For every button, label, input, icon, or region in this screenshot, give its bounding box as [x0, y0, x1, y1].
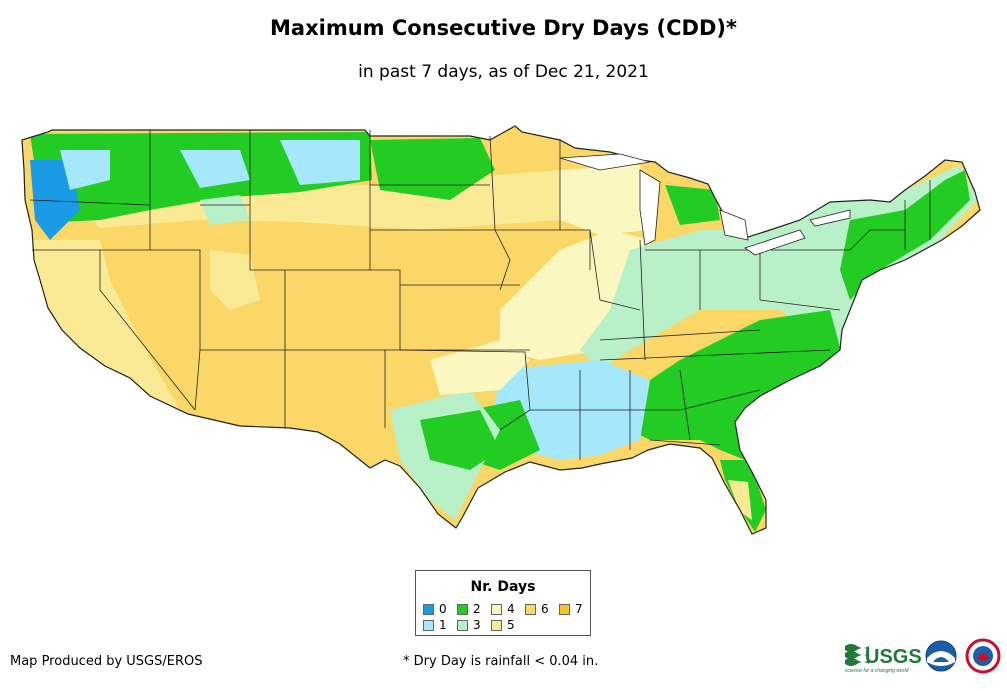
legend-label: 6 [541, 602, 549, 616]
us-cdd-map [21, 125, 981, 535]
legend-swatch-7 [559, 603, 570, 615]
legend-item: 1 [423, 618, 457, 632]
legend-swatch-4 [491, 603, 502, 615]
lake-michigan [639, 169, 661, 246]
legend-item: 4 [491, 602, 525, 616]
zone-2-days-east-texas [420, 410, 500, 470]
zone-2-days-michigan [665, 185, 720, 225]
zone-1-days-cascades [60, 150, 110, 190]
zone-4-days-oklahoma [430, 340, 530, 395]
legend: Nr. Days 0 2 4 6 7 1 3 [415, 570, 591, 636]
zone-5-days-west [25, 240, 180, 410]
map-title: Maximum Consecutive Dry Days (CDD)* [270, 16, 737, 40]
map-credit: Map Produced by USGS/EROS [10, 654, 203, 669]
legend-label: 7 [575, 602, 583, 616]
dry-day-footnote: * Dry Day is rainfall < 0.04 in. [403, 654, 599, 669]
legend-swatch-0 [423, 603, 434, 615]
legend-item: 3 [457, 618, 491, 632]
legend-swatch-3 [457, 619, 468, 631]
legend-item: 2 [457, 602, 491, 616]
legend-title: Nr. Days [470, 579, 536, 595]
legend-row-top: 0 2 4 6 7 [423, 602, 593, 616]
lake-superior [559, 153, 651, 171]
legend-label: 0 [439, 602, 447, 616]
zone-1-days-idaho [180, 150, 250, 188]
legend-label: 4 [507, 602, 515, 616]
legend-swatch-5 [491, 619, 502, 631]
zone-4-days-wisconsin [560, 165, 650, 235]
lake-huron [719, 209, 749, 241]
usgs-logo: USGS science for a changing world [845, 644, 922, 674]
legend-item: 6 [525, 602, 559, 616]
legend-label: 5 [507, 618, 515, 632]
legend-label: 1 [439, 618, 447, 632]
legend-label: 3 [473, 618, 481, 632]
legend-item: 0 [423, 602, 457, 616]
nws-logo-icon [965, 638, 1001, 674]
zone-3-days-wyoming [200, 195, 250, 225]
legend-swatch-1 [423, 619, 434, 631]
usgs-tagline: science for a changing world [845, 668, 909, 674]
map-subtitle: in past 7 days, as of Dec 21, 2021 [358, 62, 649, 82]
zone-5-days-florida [728, 480, 752, 520]
usgs-wordmark: USGS [865, 646, 922, 668]
legend-label: 2 [473, 602, 481, 616]
agency-logos: USGS science for a changing world [845, 638, 1001, 674]
zone-1-days-montana [280, 140, 360, 185]
state-boundaries [29, 130, 931, 460]
zone-5-days-utah [210, 250, 260, 310]
legend-swatch-6 [525, 603, 536, 615]
zone-2-days-dakotas [370, 138, 495, 200]
lake-ontario [809, 209, 851, 227]
us-outline [21, 125, 981, 535]
noaa-logo-icon [925, 640, 957, 672]
legend-row-bottom: 1 3 5 [423, 618, 525, 632]
legend-swatch-2 [457, 603, 468, 615]
legend-item: 7 [559, 602, 593, 616]
zone-2-days-southeast [630, 310, 842, 460]
legend-item: 5 [491, 618, 525, 632]
lake-erie [744, 229, 806, 256]
